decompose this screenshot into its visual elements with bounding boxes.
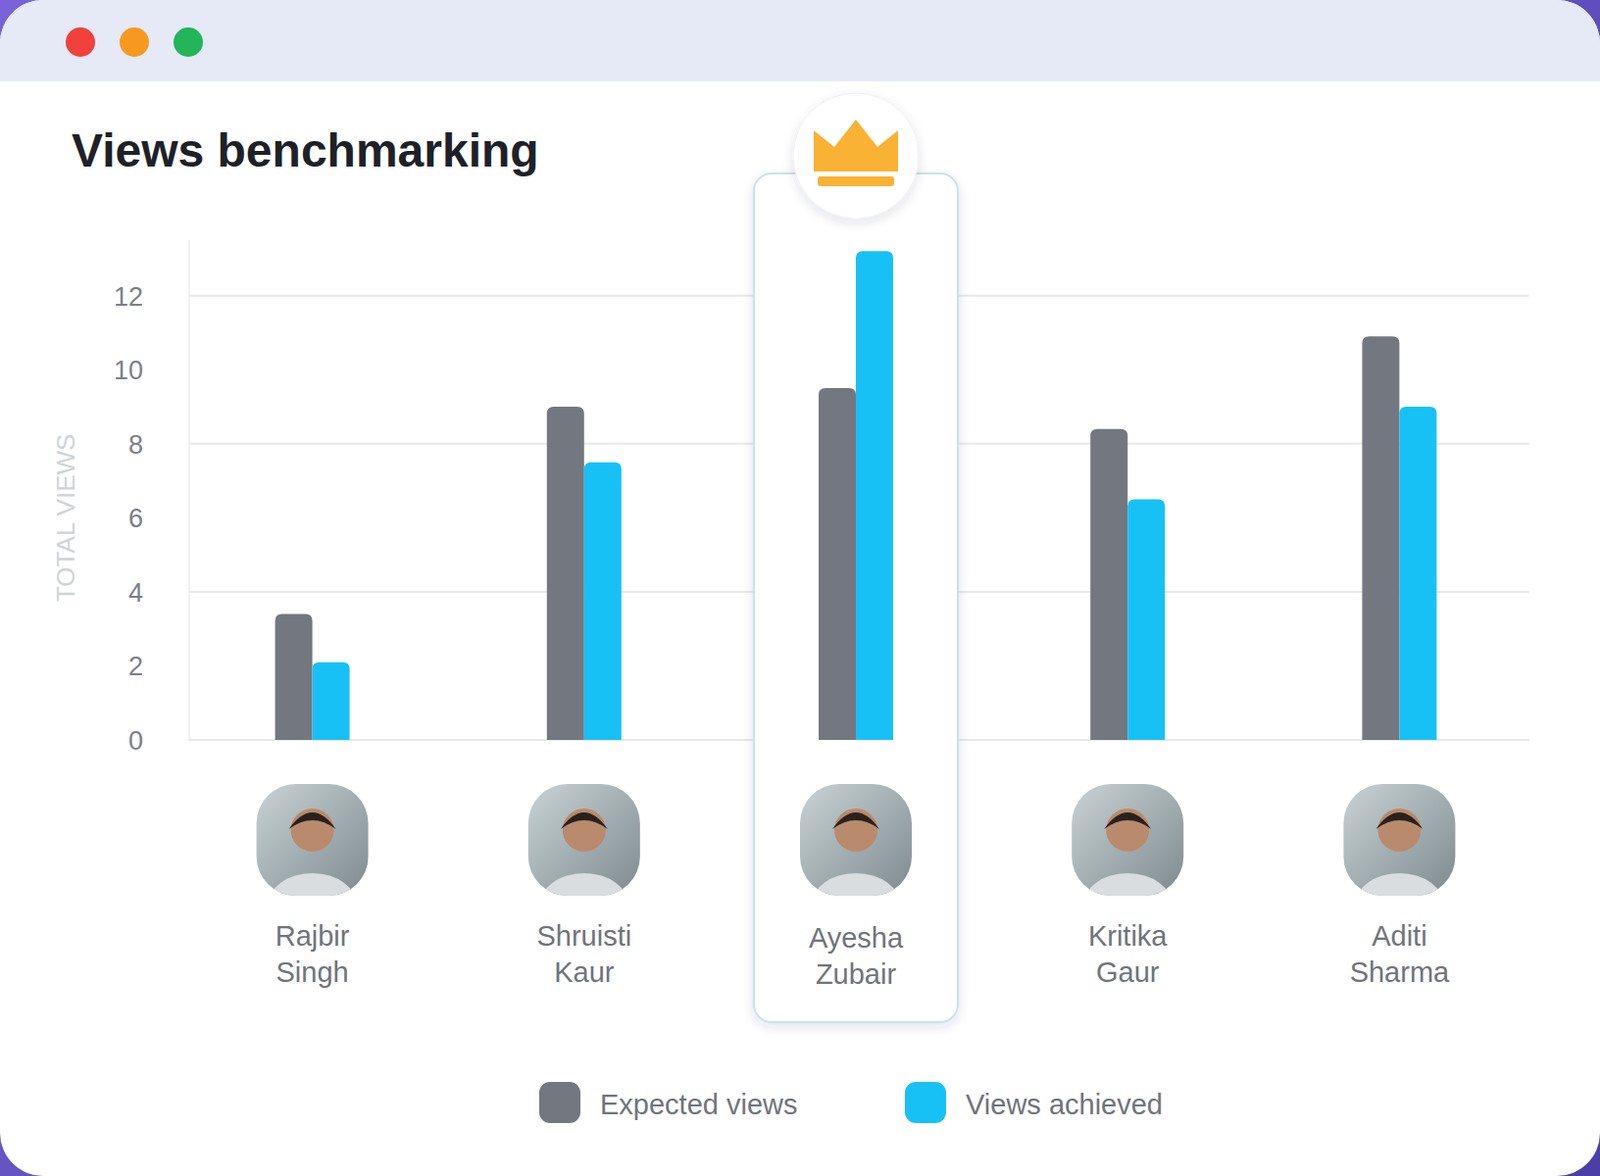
bars: [275, 250, 1438, 741]
avatar-figure: [1082, 808, 1173, 897]
bar: [547, 406, 585, 741]
window-button: [173, 27, 203, 57]
x-tick-label: Shruisti Kaur: [536, 920, 632, 989]
avatar-body: [267, 873, 358, 897]
avatar-figure: [539, 808, 630, 897]
x-tick-label-line: Kaur: [553, 956, 615, 989]
x-tick-label-line: Shruisti: [536, 920, 632, 952]
crown-icon: [813, 119, 899, 172]
avatar: [1071, 784, 1184, 941]
chart-root: Views benchmarking TOTAL VIEWS 0 2 4 6 8 10 12 Ra…: [0, 0, 1600, 1176]
window-button: [65, 27, 96, 57]
x-tick-label: Ayesha Zubair: [808, 922, 904, 991]
x-tick-label: Rajbir Singh: [275, 920, 350, 989]
window-button: [119, 27, 150, 57]
y-axis-label: TOTAL VIEWS: [50, 434, 81, 602]
y-axis-line: [188, 240, 191, 741]
bar: [855, 250, 894, 741]
legend-label: Views achieved: [965, 1089, 1163, 1121]
avatar-figure: [267, 808, 358, 897]
x-tick-label-line: Kritika: [1088, 920, 1168, 952]
bar: [1399, 406, 1437, 741]
legend-swatch: [904, 1082, 947, 1124]
avatar-hair: [1103, 812, 1151, 830]
bar: [818, 388, 856, 741]
chart-title: Views benchmarking: [71, 124, 540, 177]
window-bar: [0, 0, 1600, 82]
avatar: [528, 784, 641, 941]
bar: [1361, 336, 1400, 741]
y-tick-label: 4: [128, 578, 144, 608]
card: [0, 0, 1600, 1176]
avatar-figure: [810, 808, 901, 897]
y-tick-label: 12: [113, 282, 144, 312]
x-tick-label-line: Gaur: [1096, 956, 1160, 989]
bar: [1090, 429, 1128, 741]
x-tick-label-line: Rajbir: [275, 920, 350, 952]
crown-badge: [793, 93, 919, 219]
y-tick-label: 2: [128, 651, 144, 682]
x-tick-label-line: Aditi: [1371, 920, 1427, 952]
legend-swatch: [539, 1082, 581, 1124]
avatar: [1343, 784, 1455, 941]
avatar-body: [539, 873, 630, 897]
avatar-hair: [832, 812, 880, 830]
avatar-hair: [560, 812, 608, 830]
avatar-body: [1353, 873, 1445, 897]
avatar-figure: [1353, 808, 1445, 897]
x-tick-label-line: Zubair: [815, 958, 898, 991]
bar: [584, 462, 622, 741]
x-tick-label-line: Ayesha: [808, 922, 904, 954]
avatar: [256, 784, 369, 941]
x-tick-label-line: Singh: [276, 956, 350, 989]
avatar: [800, 784, 912, 941]
avatar-hair: [289, 812, 337, 830]
avatar-body: [810, 873, 901, 897]
highlight-box: [753, 173, 958, 1023]
x-tick-label: Aditi Sharma: [1350, 920, 1450, 989]
x-tick-label: Kritika Gaur: [1088, 920, 1168, 989]
y-tick-label: 8: [128, 430, 144, 460]
y-tick-label: 10: [113, 355, 144, 386]
y-tick-label: 6: [128, 503, 144, 534]
legend-label: Expected views: [600, 1089, 799, 1121]
crown-base: [817, 176, 895, 187]
bar: [1127, 499, 1165, 741]
avatar-body: [1082, 873, 1173, 897]
bar: [312, 662, 350, 741]
y-tick-label: 0: [128, 726, 144, 756]
bar: [275, 614, 313, 741]
avatar-hair: [1375, 812, 1423, 830]
x-tick-label-line: Sharma: [1350, 956, 1450, 989]
